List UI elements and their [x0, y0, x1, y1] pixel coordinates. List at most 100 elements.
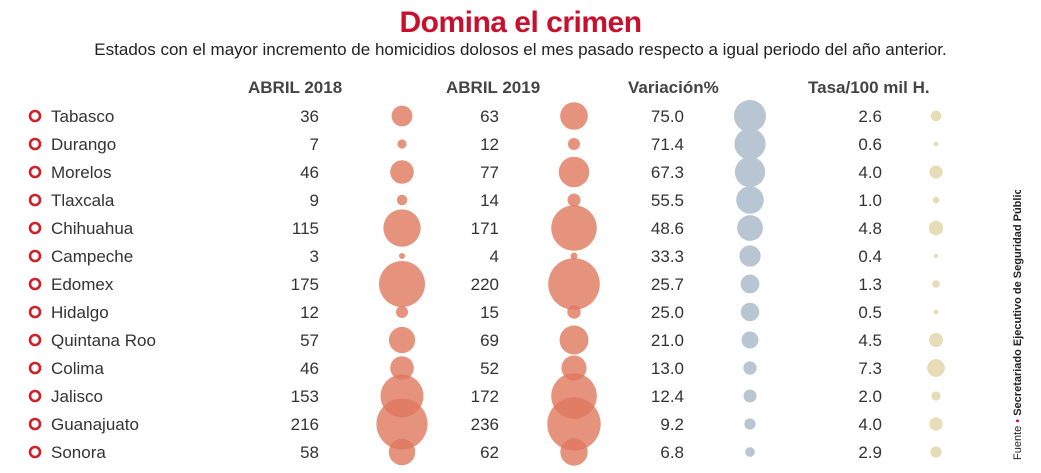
value-abril-2019: 220 — [471, 275, 499, 294]
bubble-tasa — [929, 165, 943, 179]
state-name: Hidalgo — [51, 303, 109, 322]
state-marker-icon — [28, 165, 42, 179]
value-variacion: 75.0 — [651, 107, 684, 126]
value-tasa: 0.5 — [858, 303, 882, 322]
bubble-2019 — [559, 325, 589, 355]
state-marker-icon — [28, 249, 42, 263]
value-tasa: 2.0 — [858, 387, 882, 406]
bubble-variacion — [744, 418, 756, 430]
state-marker-icon — [28, 417, 42, 431]
value-tasa: 1.0 — [858, 191, 882, 210]
value-abril-2018: 216 — [291, 415, 319, 434]
chart-title: Domina el crimen — [399, 6, 642, 39]
state-name: Quintana Roo — [51, 331, 156, 350]
bubble-2019 — [567, 193, 581, 207]
state-marker-icon — [28, 221, 42, 235]
value-abril-2019: 236 — [471, 415, 499, 434]
value-tasa: 2.9 — [858, 443, 882, 462]
text-layer: Tabasco 36 63 75.0 2.6 Durango 7 12 71.4 0.6 Morel… — [28, 107, 882, 462]
value-variacion: 33.3 — [651, 247, 684, 266]
bubble-tasa — [927, 359, 945, 377]
bubble-2019 — [551, 205, 597, 251]
value-tasa: 7.3 — [858, 359, 882, 378]
bubble-2018 — [395, 305, 409, 319]
value-abril-2019: 69 — [480, 331, 499, 350]
source-dot: • — [1012, 416, 1024, 426]
value-abril-2019: 171 — [471, 219, 499, 238]
bubble-tasa — [932, 280, 940, 288]
bubble-tasa — [930, 110, 942, 122]
state-marker-icon — [28, 389, 42, 403]
bubble-2019 — [567, 305, 581, 319]
value-abril-2018: 36 — [300, 107, 319, 126]
bubble-2019 — [560, 438, 588, 466]
value-variacion: 6.8 — [660, 443, 684, 462]
bubble-variacion — [740, 302, 760, 322]
bubble-variacion — [740, 274, 760, 294]
state-marker-icon — [28, 193, 42, 207]
value-abril-2019: 172 — [471, 387, 499, 406]
value-abril-2018: 153 — [291, 387, 319, 406]
svg-text:Fuente • Secretariado Ejecutiv: Fuente • Secretariado Ejecutivo de Segur… — [1012, 190, 1024, 460]
bubble-variacion — [733, 99, 767, 133]
value-variacion: 67.3 — [651, 163, 684, 182]
state-name: Chihuahua — [51, 219, 134, 238]
state-marker-icon — [28, 277, 42, 291]
value-abril-2018: 175 — [291, 275, 319, 294]
bubble-variacion — [736, 186, 764, 214]
value-variacion: 48.6 — [651, 219, 684, 238]
state-marker-icon — [28, 305, 42, 319]
state-marker-icon — [28, 109, 42, 123]
value-abril-2018: 3 — [310, 247, 319, 266]
bubble-tasa — [933, 141, 939, 147]
state-marker-icon — [28, 137, 42, 151]
state-name: Guanajuato — [51, 415, 139, 434]
bubble-tasa — [933, 309, 939, 315]
state-name: Jalisco — [51, 387, 103, 406]
source-label: Fuente — [1012, 426, 1024, 460]
value-abril-2018: 7 — [310, 135, 319, 154]
bubble-2018 — [396, 194, 408, 206]
bubble-variacion — [743, 389, 757, 403]
bubble-2019 — [560, 102, 588, 130]
value-abril-2019: 63 — [480, 107, 499, 126]
state-name: Durango — [51, 135, 116, 154]
bubble-variacion — [745, 447, 755, 457]
value-abril-2019: 14 — [480, 191, 499, 210]
value-tasa: 4.8 — [858, 219, 882, 238]
state-name: Sonora — [51, 443, 106, 462]
column-header-abril-2018: ABRIL 2018 — [248, 78, 343, 97]
value-variacion: 21.0 — [651, 331, 684, 350]
value-tasa: 0.4 — [858, 247, 882, 266]
bubble-tasa — [933, 253, 939, 259]
value-abril-2019: 62 — [480, 443, 499, 462]
bubble-2018 — [383, 209, 421, 247]
value-abril-2018: 115 — [292, 219, 319, 238]
value-tasa: 2.6 — [858, 107, 882, 126]
state-marker-icon — [28, 361, 42, 375]
state-marker-icon — [28, 445, 42, 459]
value-abril-2019: 52 — [480, 359, 499, 378]
bubble-2019 — [570, 252, 578, 260]
bubble-tasa — [929, 417, 943, 431]
bubble-tasa — [928, 332, 944, 348]
bubble-variacion — [743, 361, 757, 375]
bubble-2019 — [567, 137, 581, 151]
bubble-2018 — [388, 438, 416, 466]
value-abril-2018: 9 — [310, 191, 319, 210]
value-tasa: 1.3 — [858, 275, 882, 294]
bubble-tasa — [930, 446, 942, 458]
value-abril-2018: 46 — [300, 163, 319, 182]
bubble-layer — [376, 99, 945, 466]
bubble-variacion — [734, 156, 766, 188]
state-marker-icon — [28, 333, 42, 347]
value-variacion: 25.7 — [651, 275, 684, 294]
value-variacion: 12.4 — [651, 387, 684, 406]
bubble-2018 — [397, 139, 407, 149]
bubble-variacion — [739, 245, 761, 267]
bubble-2018 — [398, 252, 406, 260]
bubble-2019 — [548, 258, 600, 310]
value-tasa: 4.0 — [858, 163, 882, 182]
bubble-tasa — [928, 220, 944, 236]
